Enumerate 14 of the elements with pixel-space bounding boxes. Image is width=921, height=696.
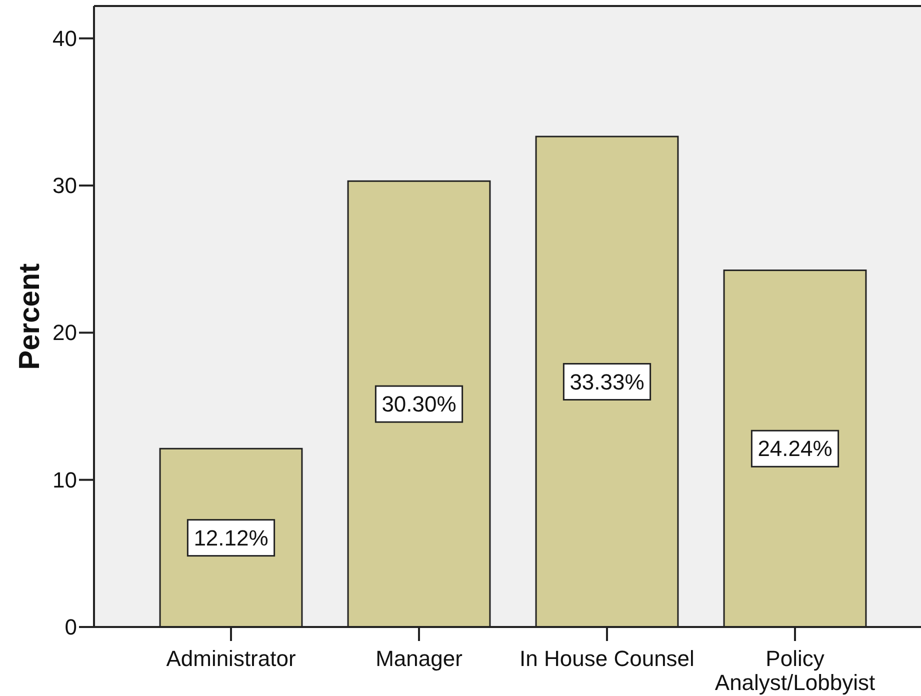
y-tick-label: 20	[52, 320, 77, 346]
y-tick-label: 10	[52, 467, 77, 492]
y-axis-title: Percent	[14, 262, 46, 370]
y-tick-label: 30	[52, 173, 77, 198]
x-tick-label: Manager	[376, 646, 462, 671]
x-tick-label: Policy Analyst/Lobbyist	[714, 646, 876, 695]
y-tick-label: 40	[52, 26, 77, 51]
x-tick-label: In House Counsel	[520, 646, 694, 671]
y-tick-label: 0	[64, 614, 77, 640]
x-tick-label: Administrator	[166, 646, 296, 671]
data-label: 30.30%	[382, 392, 456, 417]
data-label: 12.12%	[194, 525, 268, 550]
data-label: 24.24%	[758, 436, 832, 462]
data-label: 33.33%	[570, 369, 644, 394]
